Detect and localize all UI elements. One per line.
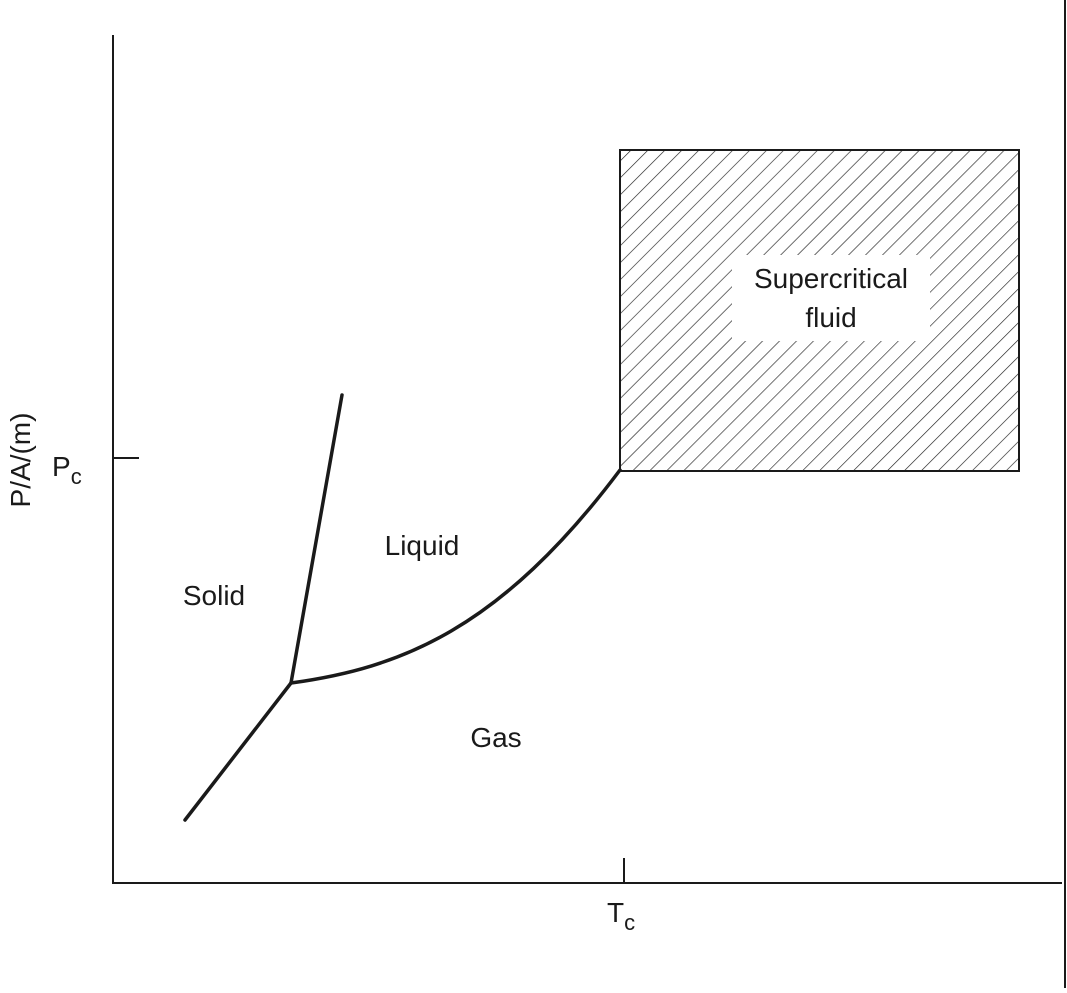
gas-label: Gas <box>470 722 521 753</box>
sublimation-curve <box>183 681 293 822</box>
solid-label: Solid <box>183 580 245 611</box>
pc-label: Pc <box>52 451 82 489</box>
y-axis-label: P/A/(m) <box>5 413 36 508</box>
pc-sub: c <box>71 464 82 489</box>
supercritical-label: Supercritical <box>754 263 908 294</box>
tc-sub: c <box>624 910 635 935</box>
pc-main: P <box>52 451 71 482</box>
melting-curve <box>289 393 344 685</box>
tc-main: T <box>607 897 624 928</box>
liquid-label: Liquid <box>385 530 460 561</box>
tc-label: Tc <box>607 897 635 935</box>
vaporization-curve <box>289 468 622 685</box>
supercritical-label: fluid <box>805 302 856 333</box>
label-background <box>732 255 930 341</box>
